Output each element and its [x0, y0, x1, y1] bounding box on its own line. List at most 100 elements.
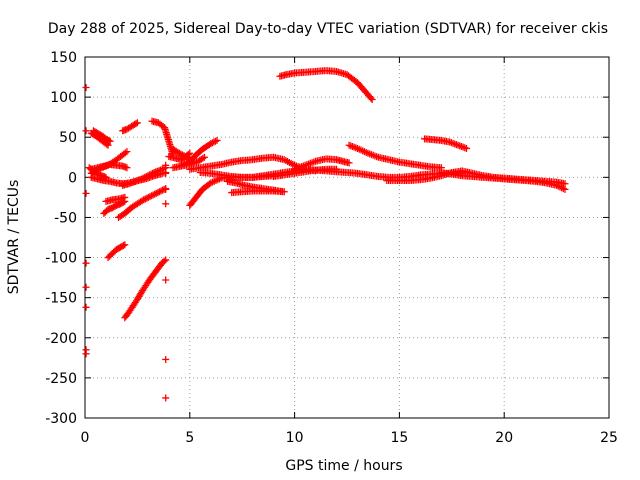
y-tick-label: -200 — [45, 331, 77, 347]
data-point — [184, 150, 192, 158]
data-point — [462, 144, 470, 152]
data-point — [105, 136, 113, 144]
series-scattered — [82, 83, 170, 402]
data-point — [211, 137, 219, 145]
x-tick-label: 25 — [600, 430, 618, 446]
data-point — [145, 171, 153, 179]
data-point — [82, 283, 90, 291]
data-point — [151, 190, 159, 198]
series-arc-13 — [228, 187, 288, 197]
data-point — [152, 189, 160, 197]
x-tick-label: 20 — [495, 430, 513, 446]
data-point — [556, 183, 564, 191]
y-tick-label: -300 — [45, 411, 77, 427]
series-arc-22 — [104, 241, 129, 262]
data-point — [169, 151, 177, 159]
data-point — [82, 127, 90, 135]
data-point — [333, 165, 341, 173]
data-point — [119, 198, 127, 206]
data-point — [301, 165, 309, 173]
data-point — [208, 139, 216, 147]
data-point — [367, 94, 375, 102]
series-arc-26 — [119, 164, 170, 189]
series-arc-31 — [87, 160, 131, 173]
data-point — [162, 276, 170, 284]
y-tick-label: 0 — [68, 170, 77, 186]
data-point — [144, 193, 152, 201]
data-point — [138, 175, 146, 183]
data-point — [561, 185, 569, 193]
data-point — [270, 172, 278, 180]
x-tick-label: 15 — [390, 430, 408, 446]
series-arc-19 — [121, 256, 170, 322]
series-arc-17 — [169, 153, 208, 172]
y-tick-label: -250 — [45, 371, 77, 387]
data-point — [558, 184, 566, 192]
y-axis-ticks: 150 100 50 0 -50 -100 -150 -200 -250 -300 — [45, 50, 609, 427]
data-point — [199, 154, 207, 162]
x-axis-label: GPS time / hours — [285, 458, 402, 474]
series-arc-21 — [102, 193, 129, 205]
data-point — [140, 196, 148, 204]
data-point — [553, 181, 561, 189]
data-point — [147, 170, 155, 178]
data-point — [146, 193, 154, 201]
data-point — [143, 194, 151, 202]
series-arc-1 — [276, 67, 376, 104]
data-point — [144, 172, 152, 180]
data-point — [162, 355, 170, 363]
data-point — [162, 394, 170, 402]
x-axis-ticks: 0 5 10 15 20 25 — [81, 57, 618, 446]
series-arc-16 — [165, 149, 194, 164]
data-point — [312, 167, 320, 175]
data-point — [123, 148, 131, 156]
data-point — [82, 303, 90, 311]
data-point — [186, 149, 194, 157]
series-arc-18 — [148, 117, 177, 159]
data-point — [160, 257, 168, 265]
data-point — [82, 259, 90, 267]
data-point — [162, 185, 170, 193]
data-point — [157, 187, 165, 195]
data-points — [82, 67, 569, 402]
data-point — [148, 192, 156, 200]
data-point — [82, 350, 90, 358]
grid-lines — [85, 57, 609, 418]
x-tick-label: 5 — [185, 430, 194, 446]
y-tick-label: 150 — [50, 50, 77, 66]
data-point — [210, 138, 218, 146]
data-point — [162, 256, 170, 264]
data-point — [162, 200, 170, 208]
y-axis-label: SDTVAR / TECUs — [6, 180, 22, 295]
series-arc-2 — [345, 141, 445, 172]
data-point — [149, 191, 157, 199]
data-point — [142, 173, 150, 181]
data-point — [82, 83, 90, 91]
y-tick-label: 50 — [59, 130, 77, 146]
data-point — [132, 120, 140, 128]
data-point — [368, 96, 376, 104]
data-point — [106, 137, 114, 145]
data-point — [121, 241, 129, 249]
y-tick-label: -150 — [45, 291, 77, 307]
data-point — [155, 188, 163, 196]
data-point — [121, 149, 129, 157]
series-arc-3 — [421, 135, 470, 152]
plot-frame — [84, 56, 610, 419]
data-point — [345, 159, 353, 167]
data-point — [554, 182, 562, 190]
data-point — [159, 186, 167, 194]
data-point — [559, 185, 567, 193]
y-tick-label: -50 — [54, 210, 77, 226]
data-point — [213, 136, 221, 144]
y-tick-label: 100 — [50, 90, 77, 106]
data-point — [133, 119, 141, 127]
data-point — [102, 173, 110, 181]
data-point — [207, 140, 215, 148]
data-point — [119, 242, 127, 250]
chart-title: Day 288 of 2025, Sidereal Day-to-day VTE… — [48, 21, 608, 37]
data-point — [104, 141, 112, 149]
data-point — [121, 197, 129, 205]
data-point — [280, 188, 288, 196]
series-arc-29 — [89, 127, 114, 145]
